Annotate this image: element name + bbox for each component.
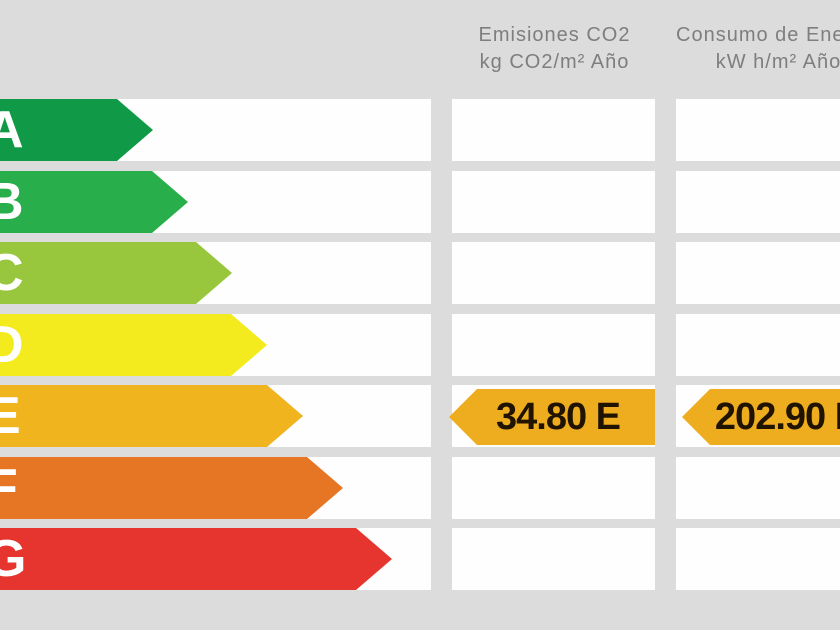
- energy-cell: [676, 457, 840, 519]
- co2-value-label: 34.80 E: [496, 395, 621, 438]
- rating-row-d: D: [0, 314, 840, 376]
- rating-arrow-e: E: [0, 385, 303, 447]
- rating-arrow-f: F: [0, 457, 343, 519]
- rating-letter-a: A: [0, 101, 24, 159]
- energy-header-title: Consumo de Energía: [676, 24, 840, 46]
- co2-column-header: Emisiones CO2 kg CO2/m² Año: [452, 22, 657, 76]
- co2-cell: [452, 457, 655, 519]
- rating-row-a: A: [0, 99, 840, 161]
- co2-header-title: Emisiones CO2: [478, 24, 631, 46]
- energy-cell: [676, 314, 840, 376]
- co2-cell: [452, 528, 655, 590]
- rating-arrow-a: A: [0, 99, 153, 161]
- co2-header-unit: kg CO2/m² Año: [479, 51, 630, 73]
- rating-letter-c: C: [0, 244, 24, 302]
- energy-cell: [676, 99, 840, 161]
- energy-value-tag: 202.90 E: [682, 389, 840, 445]
- rating-arrow-b: B: [0, 171, 188, 233]
- rating-row-e: E 34.80 E 202.90 E: [0, 385, 840, 447]
- energy-cell: [676, 242, 840, 304]
- energy-value-label: 202.90 E: [714, 395, 840, 438]
- energy-cell: [676, 528, 840, 590]
- rating-row-b: B: [0, 171, 840, 233]
- rating-letter-d: D: [0, 316, 24, 374]
- co2-cell: [452, 171, 655, 233]
- energy-header-unit: kW h/m² Año: [715, 51, 840, 73]
- rating-row-c: C: [0, 242, 840, 304]
- rating-letter-g: G: [0, 530, 27, 588]
- rating-row-g: G: [0, 528, 840, 590]
- co2-value-tag: 34.80 E: [449, 389, 655, 445]
- rating-letter-b: B: [0, 173, 24, 231]
- energy-cell: [676, 171, 840, 233]
- rating-letter-e: E: [0, 387, 21, 445]
- rating-arrow-g: G: [0, 528, 392, 590]
- rating-letter-f: F: [0, 459, 18, 517]
- co2-cell: [452, 99, 655, 161]
- co2-cell: [452, 242, 655, 304]
- energy-column-header: Consumo de Energía kW h/m² Año: [676, 22, 840, 76]
- rating-row-f: F: [0, 457, 840, 519]
- co2-cell: [452, 314, 655, 376]
- rating-arrow-c: C: [0, 242, 232, 304]
- rating-arrow-d: D: [0, 314, 267, 376]
